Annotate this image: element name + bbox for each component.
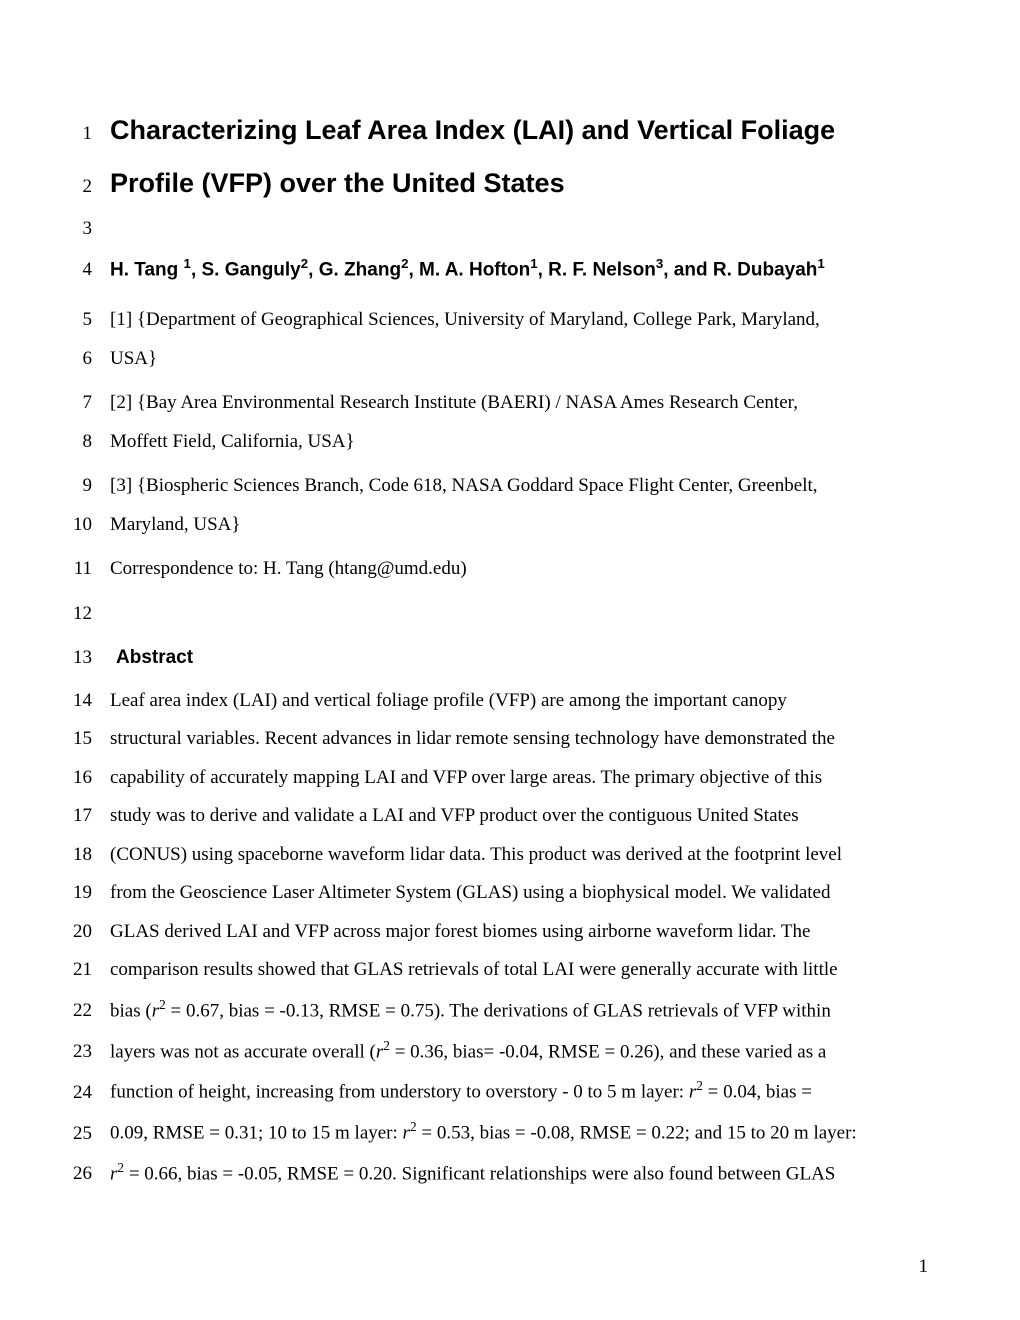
title-text: Profile (VFP) over the United States bbox=[110, 163, 930, 204]
abstract-text: GLAS derived LAI and VFP across major fo… bbox=[110, 918, 930, 947]
line-number: 18 bbox=[60, 844, 110, 866]
affiliation-text: [2] {Bay Area Environmental Research Ins… bbox=[110, 389, 930, 418]
affiliation-line: 7 [2] {Bay Area Environmental Research I… bbox=[60, 389, 930, 418]
abstract-text: comparison results showed that GLAS retr… bbox=[110, 956, 930, 985]
affiliation-text: [1] {Department of Geographical Sciences… bbox=[110, 306, 930, 335]
affiliation-text: USA} bbox=[110, 345, 930, 374]
abstract-body-line: 20 GLAS derived LAI and VFP across major… bbox=[60, 918, 930, 947]
affiliation-line: 5 [1] {Department of Geographical Scienc… bbox=[60, 306, 930, 335]
line-number: 17 bbox=[60, 805, 110, 827]
abstract-body-line: 17 study was to derive and validate a LA… bbox=[60, 802, 930, 831]
line-number: 26 bbox=[60, 1163, 110, 1185]
abstract-body-line: 22 bias (r2 = 0.67, bias = -0.13, RMSE =… bbox=[60, 995, 930, 1026]
affiliation-line: 10 Maryland, USA} bbox=[60, 511, 930, 540]
line-number: 24 bbox=[60, 1082, 110, 1104]
abstract-text: function of height, increasing from unde… bbox=[110, 1076, 930, 1107]
abstract-text: (CONUS) using spaceborne waveform lidar … bbox=[110, 841, 930, 870]
line-number: 2 bbox=[60, 176, 110, 198]
blank-line: 3 bbox=[60, 215, 930, 244]
blank-line: 12 bbox=[60, 600, 930, 629]
abstract-heading: 13 Abstract bbox=[60, 644, 930, 673]
line-number: 22 bbox=[60, 1000, 110, 1022]
blank bbox=[110, 600, 930, 629]
title-line-1: 1 Characterizing Leaf Area Index (LAI) a… bbox=[60, 110, 930, 151]
line-number: 12 bbox=[60, 603, 110, 625]
line-number: 23 bbox=[60, 1041, 110, 1063]
abstract-text: from the Geoscience Laser Altimeter Syst… bbox=[110, 879, 930, 908]
authors-line: 4 H. Tang 1, S. Ganguly2, G. Zhang2, M. … bbox=[60, 254, 930, 285]
abstract-text: bias (r2 = 0.67, bias = -0.13, RMSE = 0.… bbox=[110, 995, 930, 1026]
abstract-body-line: 18 (CONUS) using spaceborne waveform lid… bbox=[60, 841, 930, 870]
abstract-text: Leaf area index (LAI) and vertical folia… bbox=[110, 687, 930, 716]
abstract-text: 0.09, RMSE = 0.31; 10 to 15 m layer: r2 … bbox=[110, 1117, 930, 1148]
abstract-body-line: 23 layers was not as accurate overall (r… bbox=[60, 1036, 930, 1067]
abstract-text: study was to derive and validate a LAI a… bbox=[110, 802, 930, 831]
line-number: 11 bbox=[60, 558, 110, 580]
abstract-body-line: 15 structural variables. Recent advances… bbox=[60, 725, 930, 754]
authors-text: H. Tang 1, S. Ganguly2, G. Zhang2, M. A.… bbox=[110, 254, 930, 285]
title-line-2: 2 Profile (VFP) over the United States bbox=[60, 163, 930, 204]
abstract-body-line: 25 0.09, RMSE = 0.31; 10 to 15 m layer: … bbox=[60, 1117, 930, 1148]
line-number: 19 bbox=[60, 882, 110, 904]
line-number: 6 bbox=[60, 348, 110, 370]
abstract-text: capability of accurately mapping LAI and… bbox=[110, 764, 930, 793]
affiliation-text: Moffett Field, California, USA} bbox=[110, 428, 930, 457]
affiliation-line: 9 [3] {Biospheric Sciences Branch, Code … bbox=[60, 472, 930, 501]
abstract-text: r2 = 0.66, bias = -0.05, RMSE = 0.20. Si… bbox=[110, 1158, 930, 1189]
correspondence-text: Correspondence to: H. Tang (htang@umd.ed… bbox=[110, 555, 930, 584]
abstract-body-line: 19 from the Geoscience Laser Altimeter S… bbox=[60, 879, 930, 908]
line-number: 1 bbox=[60, 123, 110, 145]
line-number: 25 bbox=[60, 1123, 110, 1145]
abstract-body-line: 14 Leaf area index (LAI) and vertical fo… bbox=[60, 687, 930, 716]
line-number: 13 bbox=[60, 647, 110, 669]
abstract-body-line: 26 r2 = 0.66, bias = -0.05, RMSE = 0.20.… bbox=[60, 1158, 930, 1189]
line-number: 9 bbox=[60, 475, 110, 497]
abstract-heading-text: Abstract bbox=[110, 644, 930, 673]
affiliation-line: 8 Moffett Field, California, USA} bbox=[60, 428, 930, 457]
line-number: 5 bbox=[60, 309, 110, 331]
line-number: 4 bbox=[60, 259, 110, 281]
abstract-body-line: 24 function of height, increasing from u… bbox=[60, 1076, 930, 1107]
line-number: 7 bbox=[60, 392, 110, 414]
abstract-text: structural variables. Recent advances in… bbox=[110, 725, 930, 754]
abstract-body-line: 16 capability of accurately mapping LAI … bbox=[60, 764, 930, 793]
affiliation-line: 6 USA} bbox=[60, 345, 930, 374]
line-number: 3 bbox=[60, 218, 110, 240]
line-number: 15 bbox=[60, 728, 110, 750]
title-text: Characterizing Leaf Area Index (LAI) and… bbox=[110, 110, 930, 151]
line-number: 10 bbox=[60, 514, 110, 536]
line-number: 8 bbox=[60, 431, 110, 453]
line-number: 21 bbox=[60, 959, 110, 981]
page-number: 1 bbox=[919, 1256, 929, 1278]
line-number: 16 bbox=[60, 767, 110, 789]
line-number: 14 bbox=[60, 690, 110, 712]
line-number: 20 bbox=[60, 921, 110, 943]
affiliation-text: [3] {Biospheric Sciences Branch, Code 61… bbox=[110, 472, 930, 501]
correspondence-line: 11 Correspondence to: H. Tang (htang@umd… bbox=[60, 555, 930, 584]
abstract-body-line: 21 comparison results showed that GLAS r… bbox=[60, 956, 930, 985]
abstract-text: layers was not as accurate overall (r2 =… bbox=[110, 1036, 930, 1067]
blank bbox=[110, 215, 930, 244]
affiliation-text: Maryland, USA} bbox=[110, 511, 930, 540]
